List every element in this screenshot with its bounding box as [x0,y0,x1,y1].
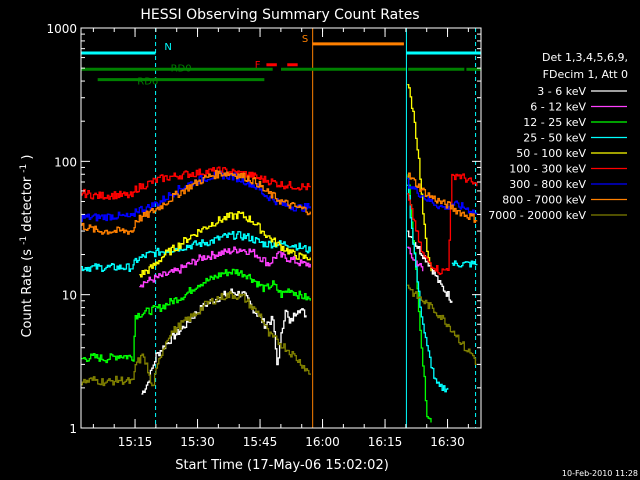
series-line [407,172,478,223]
x-tick-label: 16:15 [368,435,403,449]
plot-frame [80,27,482,429]
flag-label-n: N [164,42,171,53]
flag-label-s: S [302,34,308,45]
series-line [407,230,453,303]
y-axis-label: Count Rate (s -1 detector -1 ) [15,154,35,337]
legend-entry-label: 12 - 25 keV [523,116,586,129]
series-line [407,284,477,366]
legend: Det 1,3,4,5,6,9, FDecim 1, Att 0 3 - 6 k… [488,51,628,222]
y-axis-label-sup2: -1 [19,164,29,173]
flag-label-rd6: RD6 [137,77,158,88]
legend-title-2: FDecim 1, Att 0 [543,68,628,81]
series-line [81,268,311,364]
legend-entry-label: 6 - 12 keV [530,101,586,114]
series-line [81,291,311,387]
series-line [139,211,311,278]
legend-title-1: Det 1,3,4,5,6,9, [542,51,628,64]
legend-entry-label: 300 - 800 keV [509,178,586,191]
series-line [81,231,311,273]
x-axis-label: Start Time (17-May-06 15:02:02) [175,458,389,473]
y-tick-label: 100 [54,155,77,169]
legend-entry-label: 3 - 6 keV [537,85,586,98]
legend-entry-label: 100 - 300 keV [509,163,586,176]
series-line [407,173,478,275]
legend-entry-label: 7000 - 20000 keV [488,209,586,222]
x-tick-label: 15:30 [180,435,215,449]
series-line [81,169,311,235]
x-tick-label: 15:15 [118,435,153,449]
y-tick-label: 10 [62,289,77,303]
x-tick-label: 16:00 [305,435,340,449]
legend-entry-label: 50 - 100 keV [516,147,586,160]
flag-label-rd0: RD0 [171,63,192,74]
series-line [81,166,311,200]
chart-title: HESSI Observing Summary Count Rates [140,7,419,23]
y-axis-label-main: Count Rate (s [20,249,35,338]
series-line [407,177,478,215]
legend-entry-label: 800 - 7000 keV [502,194,586,207]
series-line [407,83,432,272]
y-axis-label-mid: detector [20,176,35,232]
legend-entry-label: 25 - 50 keV [523,132,586,145]
y-tick-label: 1 [69,422,77,436]
footer-timestamp: 10-Feb-2010 11:28 [562,469,638,478]
series-line [141,288,307,395]
series-line [407,184,449,393]
x-tick-label: 15:45 [243,435,278,449]
y-tick-label: 1000 [46,22,77,36]
flag-label-f: F [255,60,261,71]
y-axis-label-end: ) [20,154,35,159]
series-line [451,260,478,268]
x-tick-label: 16:30 [430,435,465,449]
series-line [139,246,311,288]
series-line [407,174,432,423]
y-axis-label-sup1: -1 [19,236,29,245]
